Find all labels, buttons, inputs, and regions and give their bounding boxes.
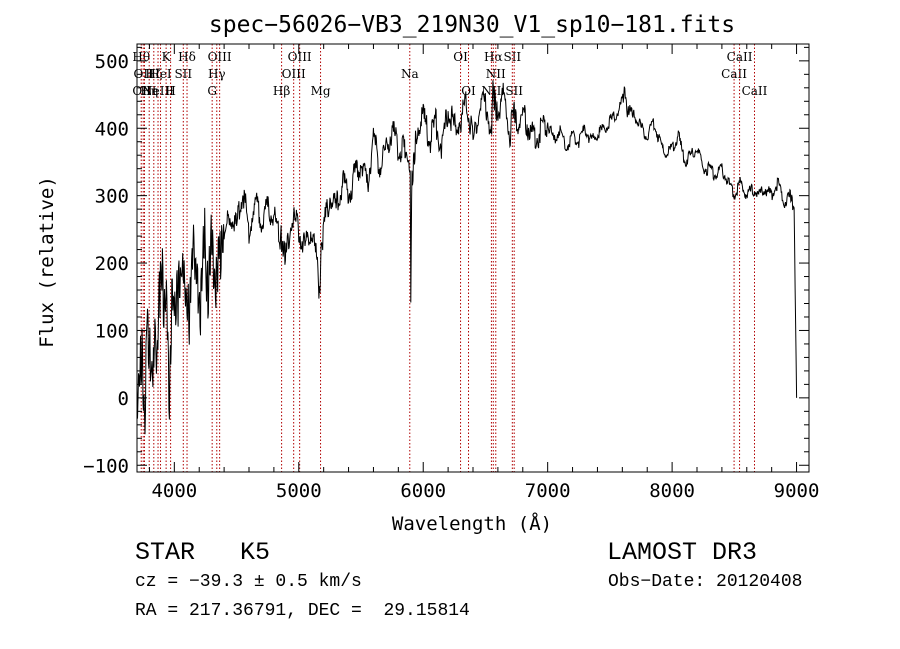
emission-line-label: HeI bbox=[149, 67, 172, 81]
x-tick-label: 9000 bbox=[774, 480, 820, 502]
spectrum-chart: spec−56026−VB3_219N30_V1_sp10−181.fits H… bbox=[36, 12, 819, 535]
y-tick-label: 500 bbox=[95, 51, 129, 73]
observation-date: Obs−Date: 20120408 bbox=[608, 572, 803, 592]
y-tick-label: 0 bbox=[118, 388, 129, 410]
emission-line-label: K bbox=[162, 50, 172, 64]
y-tick-label: −100 bbox=[83, 455, 129, 477]
y-tick-label: 200 bbox=[95, 253, 129, 275]
spectrum-series-line bbox=[136, 80, 798, 435]
axis-ticks: 4000 5000 6000 7000 8000 9000 −100 0 100 200 300 40… bbox=[83, 44, 819, 502]
emission-line-label: Na bbox=[401, 67, 419, 81]
emission-line-label: NII bbox=[481, 84, 501, 98]
emission-line-label: OIII bbox=[282, 67, 306, 81]
emission-line-label: Hδ bbox=[178, 50, 196, 64]
plot-frame bbox=[136, 43, 810, 473]
emission-line-label: H bbox=[165, 84, 175, 98]
emission-line-label: OIII bbox=[208, 50, 232, 64]
emission-line-label: NII bbox=[486, 67, 506, 81]
y-tick-label: 400 bbox=[95, 118, 129, 140]
emission-line-label: Hγ bbox=[208, 67, 226, 81]
emission-line-label: G bbox=[207, 84, 217, 98]
y-tick-label: 300 bbox=[95, 186, 129, 208]
emission-line-label: Hζ bbox=[145, 67, 162, 81]
x-axis-title: Wavelength (Å) bbox=[392, 512, 552, 535]
emission-line-label: OII bbox=[134, 67, 154, 81]
x-tick-label: 7000 bbox=[525, 480, 571, 502]
chart-title: spec−56026−VB3_219N30_V1_sp10−181.fits bbox=[209, 12, 735, 38]
emission-line-label: CaII bbox=[721, 67, 747, 81]
object-class: STAR bbox=[135, 538, 196, 567]
emission-line-label: Mg bbox=[311, 84, 331, 98]
emission-line-label: Hβ bbox=[273, 84, 290, 98]
redshift-velocity: cz = −39.3 ± 0.5 km/s bbox=[135, 572, 362, 592]
emission-line-label: SII bbox=[174, 67, 192, 81]
emission-line-label: OI bbox=[461, 84, 476, 98]
x-tick-label: 6000 bbox=[400, 480, 446, 502]
emission-line-label: OIII bbox=[288, 50, 312, 64]
x-tick-label: 5000 bbox=[276, 480, 322, 502]
x-tick-label: 8000 bbox=[649, 480, 695, 502]
emission-line-label: SII bbox=[505, 84, 523, 98]
emission-line-markers: HθOIIOIIIHηHζNeIIIHeIKHSIIHδGHγOIIIHβOII… bbox=[132, 44, 768, 472]
emission-line-label: Hα bbox=[484, 50, 503, 64]
y-tick-label: 100 bbox=[95, 320, 129, 342]
x-tick-label: 4000 bbox=[151, 480, 197, 502]
emission-line-label: CaII bbox=[742, 84, 768, 98]
emission-line-label: OI bbox=[453, 50, 468, 64]
emission-line-label: CaII bbox=[727, 50, 753, 64]
y-axis-title: Flux (relative) bbox=[36, 176, 58, 348]
ra-dec-coordinates: RA = 217.36791, DEC = 29.15814 bbox=[135, 601, 470, 621]
emission-line-label: SII bbox=[503, 50, 521, 64]
survey-label: LAMOST DR3 bbox=[607, 538, 758, 567]
object-subclass: K5 bbox=[240, 538, 271, 567]
emission-line-label: Hθ bbox=[132, 50, 150, 64]
